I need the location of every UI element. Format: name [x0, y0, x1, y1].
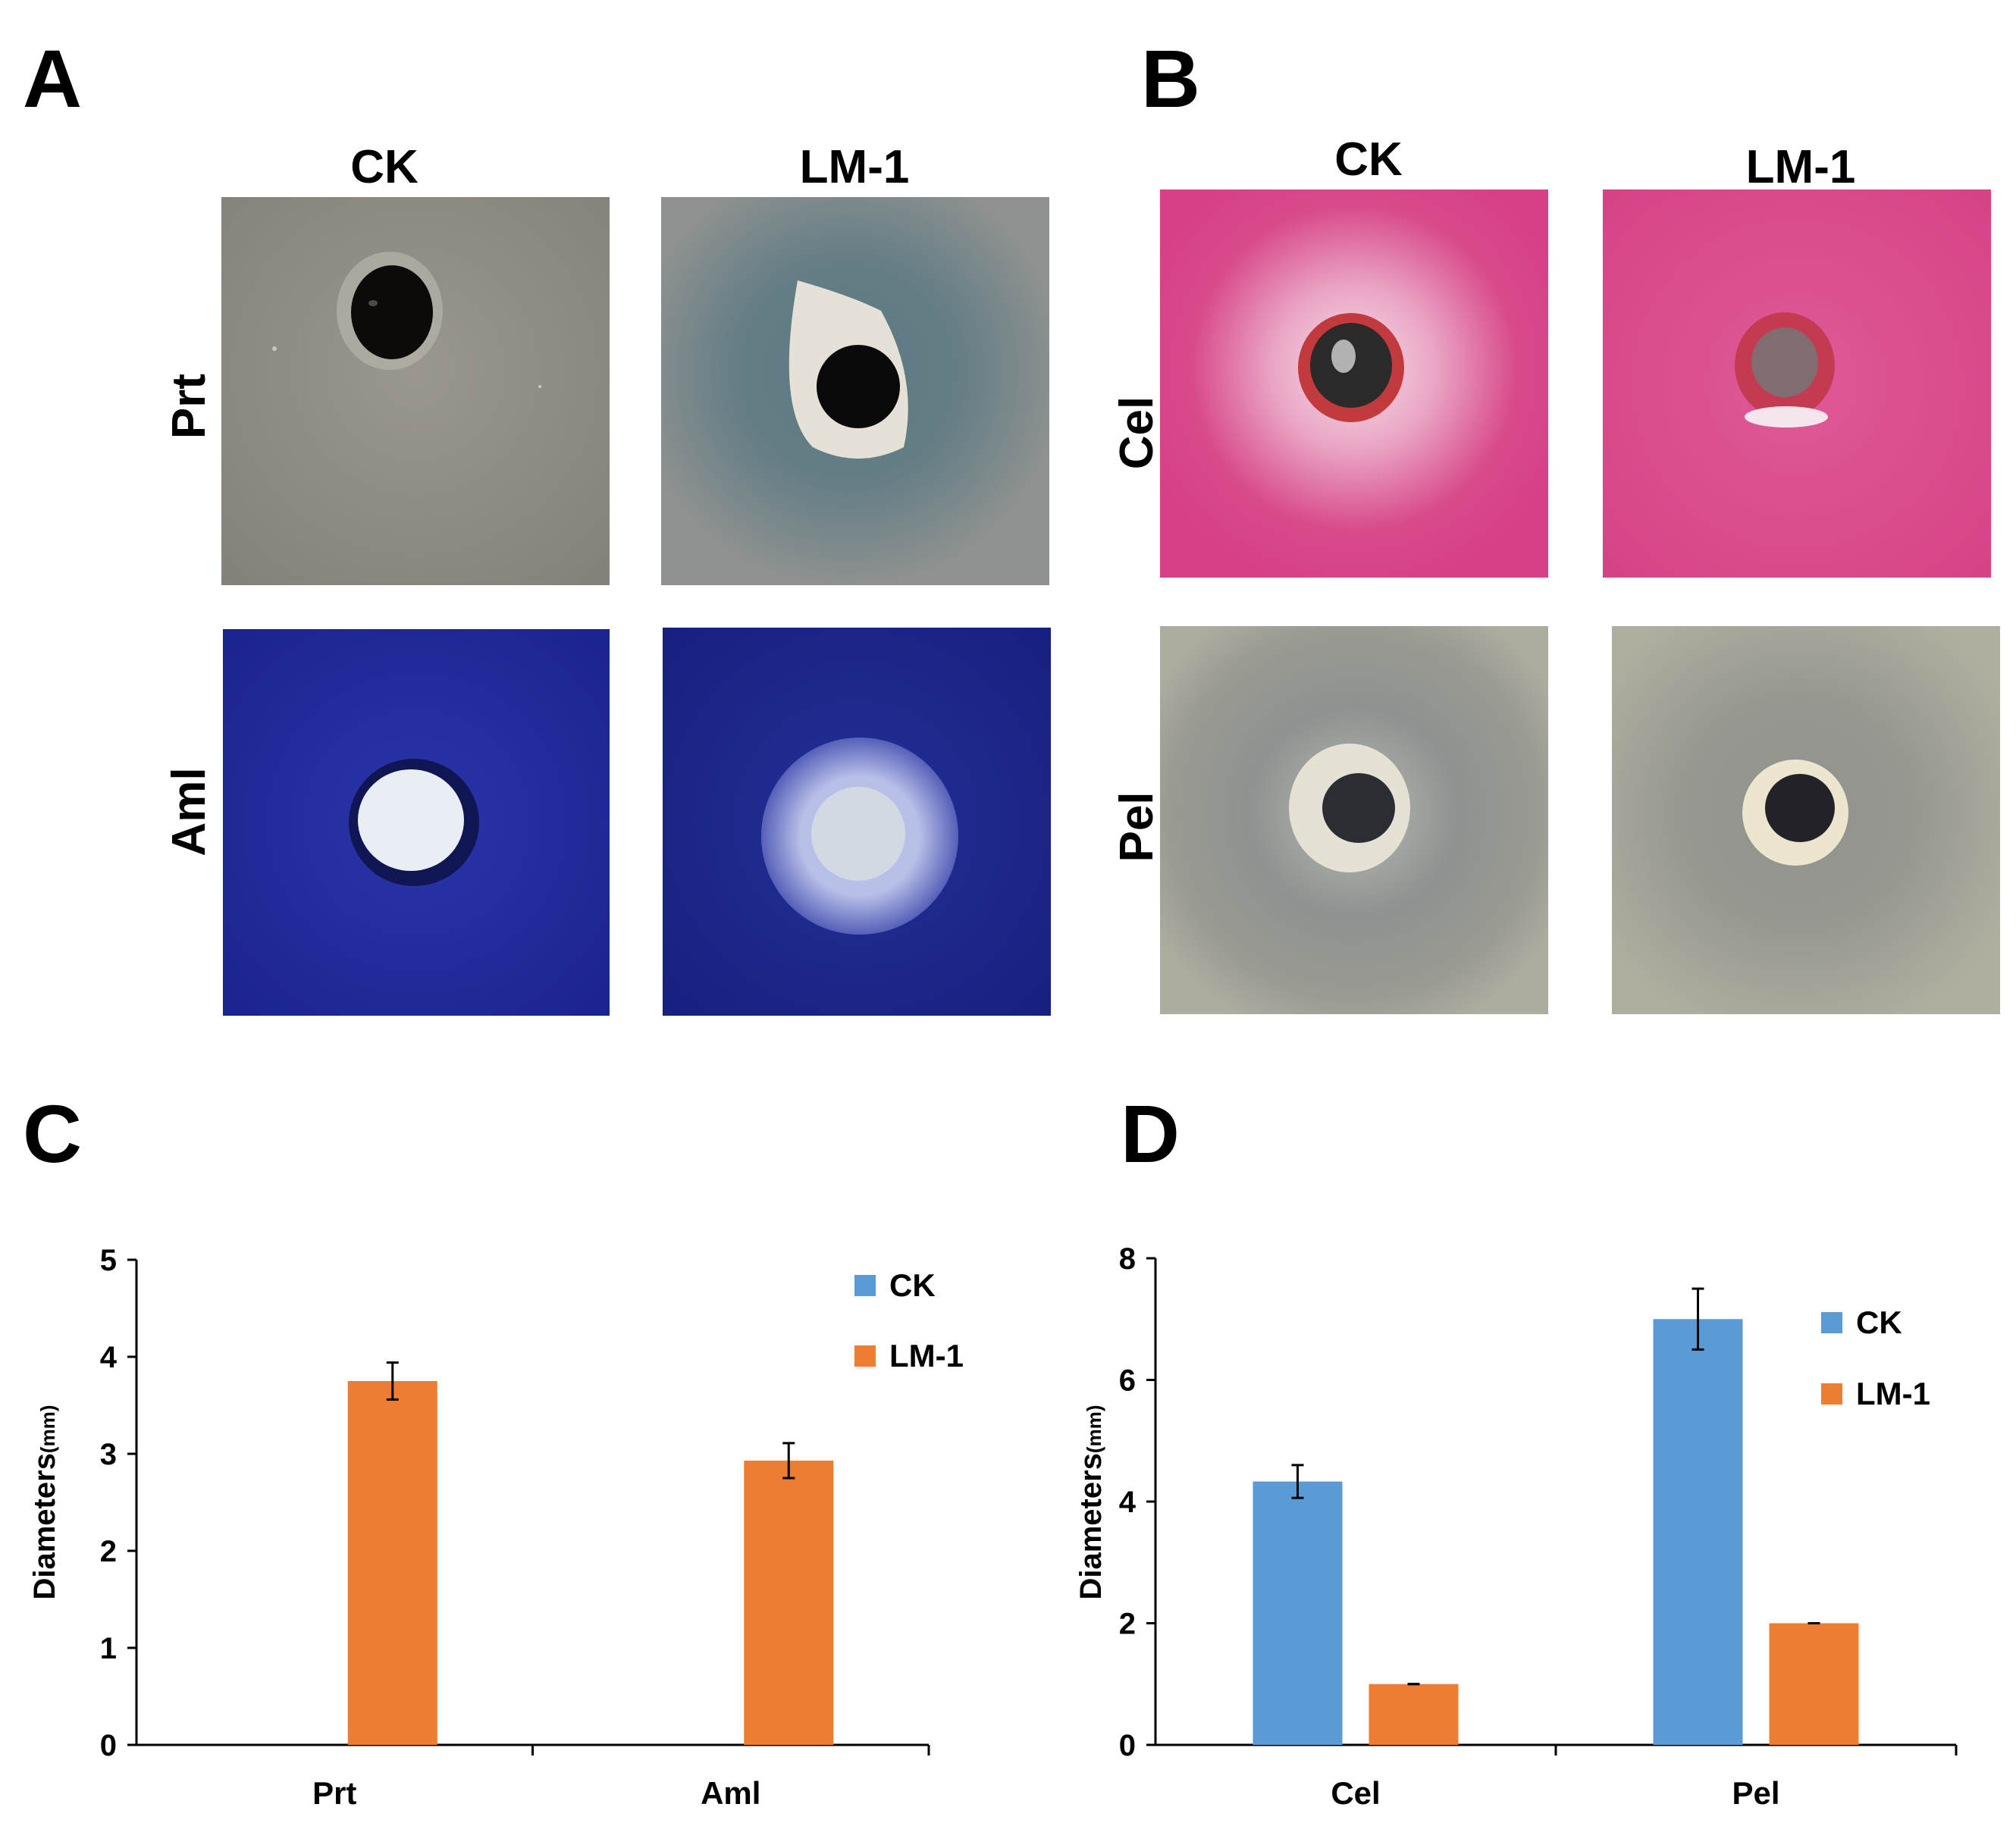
- chart-d-y-axis-label: Diameters(mm): [1074, 1405, 1108, 1600]
- panel-letter-b: B: [1141, 33, 1200, 124]
- chart-c-y-tick-label: 1: [100, 1632, 117, 1665]
- chart-c-y-axis-label-group: Diameters(mm): [28, 1405, 61, 1600]
- chart-c-x-tick-label: Aml: [701, 1775, 760, 1811]
- chart-c: 0 1 2 3 4 5 Prt Aml Diameters(mm) CK LM-1: [0, 1228, 978, 1826]
- chart-d-bar-lm-1-cel: [1369, 1683, 1459, 1745]
- chart-c-y-tick-label: 2: [100, 1535, 117, 1568]
- panel-b-row-pel-label: Pel: [1111, 791, 1163, 863]
- panel-letter-d: D: [1121, 1088, 1180, 1179]
- chart-c-x-tick-label: Prt: [312, 1775, 356, 1811]
- chart-c-y-tick-label: 3: [100, 1438, 117, 1471]
- photo-pel-lm1: [1612, 626, 2000, 1014]
- chart-c-y-tick-label: 4: [100, 1341, 118, 1374]
- chart-c-y-axis-label: Diameters(mm): [28, 1405, 61, 1600]
- panel-a-row-aml-label: Aml: [163, 767, 215, 857]
- panel-b-col-ck-label: CK: [1334, 133, 1403, 186]
- photo-prt-ck: [221, 197, 610, 585]
- panel-letter-a: A: [23, 33, 82, 124]
- panel-b-row-cel-label: Cel: [1111, 396, 1163, 470]
- chart-d-y-tick-label: 4: [1119, 1486, 1137, 1519]
- photo-aml-ck: [223, 629, 610, 1016]
- panel-letter-c: C: [23, 1088, 82, 1179]
- chart-d-bar-ck-pel: [1653, 1319, 1743, 1745]
- photo-prt-lm1: [661, 197, 1049, 585]
- chart-d-x-tick-label: Pel: [1732, 1775, 1779, 1811]
- chart-d-bar-lm-1-pel: [1769, 1623, 1859, 1745]
- panel-a-col-ck-label: CK: [350, 141, 419, 193]
- chart-d-y-tick-label: 0: [1119, 1729, 1136, 1762]
- chart-d-y-tick-label: 8: [1119, 1242, 1136, 1276]
- chart-d: 0 2 4 6 8 Cel Pel Diameters(mm) CK LM-1: [1054, 1228, 2016, 1826]
- chart-d-y-tick-label: 6: [1119, 1364, 1136, 1398]
- chart-c-bar-lm-1-aml: [744, 1460, 834, 1745]
- chart-d-legend-swatch-lm-1: [1821, 1383, 1842, 1405]
- chart-d-y-tick-label: 2: [1119, 1608, 1136, 1641]
- chart-d-legend-swatch-ck: [1821, 1312, 1842, 1333]
- photo-cel-lm1: [1603, 189, 1991, 578]
- photo-aml-lm1: [663, 628, 1051, 1016]
- photo-cel-ck: [1160, 189, 1548, 578]
- chart-c-legend-label: CK: [889, 1267, 936, 1303]
- chart-c-bar-lm-1-prt: [347, 1381, 437, 1745]
- chart-c-legend-swatch-lm-1: [854, 1345, 876, 1367]
- panel-a-row-prt-label: Prt: [163, 373, 215, 440]
- chart-d-bar-ck-cel: [1253, 1481, 1343, 1745]
- panel-a-col-lm1-label: LM-1: [799, 141, 910, 193]
- chart-c-y-tick-label: 0: [100, 1729, 117, 1762]
- chart-d-legend-label: CK: [1856, 1305, 1902, 1340]
- chart-c-legend-label: LM-1: [889, 1338, 964, 1373]
- chart-c-y-tick-label: 5: [100, 1244, 117, 1277]
- chart-d-y-axis-label-group: Diameters(mm): [1074, 1405, 1108, 1600]
- chart-d-legend-label: LM-1: [1856, 1376, 1930, 1411]
- panel-b-col-lm1-label: LM-1: [1745, 141, 1856, 193]
- photo-pel-ck: [1160, 626, 1548, 1014]
- chart-c-legend-swatch-ck: [854, 1275, 876, 1296]
- chart-d-x-tick-label: Cel: [1331, 1775, 1380, 1811]
